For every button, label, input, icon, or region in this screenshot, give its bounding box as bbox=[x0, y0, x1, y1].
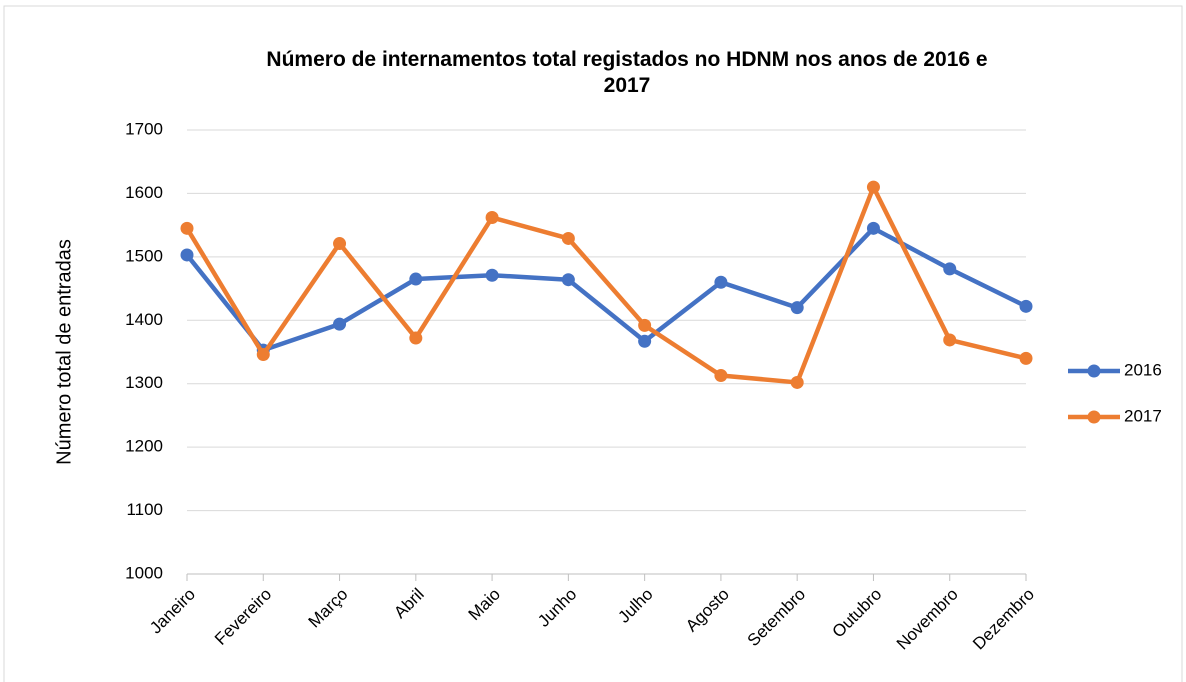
data-point bbox=[943, 262, 957, 276]
data-point bbox=[714, 275, 728, 289]
series-line bbox=[185, 226, 1027, 353]
data-point bbox=[409, 331, 423, 345]
data-point bbox=[485, 268, 499, 282]
y-tick-label: 1000 bbox=[125, 563, 163, 582]
chart-title: Número de internamentos total registados… bbox=[266, 48, 987, 97]
data-point bbox=[180, 221, 194, 235]
y-tick-label: 1700 bbox=[125, 119, 163, 138]
chart-border bbox=[3, 5, 1183, 682]
data-point bbox=[333, 237, 347, 251]
legend-label: 2016 bbox=[1124, 360, 1162, 379]
data-point bbox=[561, 231, 575, 245]
data-point bbox=[1019, 351, 1033, 365]
legend-marker bbox=[1087, 410, 1101, 424]
data-point bbox=[180, 248, 194, 262]
data-point bbox=[333, 317, 347, 331]
legend-label: 2017 bbox=[1124, 406, 1162, 425]
y-tick-label: 1500 bbox=[125, 246, 163, 265]
data-point bbox=[790, 301, 804, 315]
data-point bbox=[1019, 299, 1033, 313]
y-tick-label: 1200 bbox=[125, 437, 163, 456]
data-point bbox=[866, 180, 880, 194]
data-point bbox=[256, 348, 270, 362]
y-tick-label: 1300 bbox=[125, 373, 163, 392]
legend-marker bbox=[1087, 364, 1101, 378]
data-point bbox=[790, 375, 804, 389]
y-tick-label: 1100 bbox=[126, 500, 163, 519]
y-axis-title: Número total de entradas bbox=[53, 239, 75, 465]
data-point bbox=[485, 211, 499, 225]
data-point bbox=[943, 333, 957, 347]
data-point bbox=[866, 221, 880, 235]
data-point bbox=[714, 368, 728, 382]
series-line bbox=[185, 184, 1027, 385]
data-point bbox=[409, 272, 423, 286]
data-point bbox=[638, 318, 652, 332]
y-tick-label: 1400 bbox=[125, 310, 163, 329]
data-point bbox=[638, 334, 652, 348]
y-tick-label: 1600 bbox=[125, 183, 163, 202]
data-point bbox=[561, 273, 575, 287]
